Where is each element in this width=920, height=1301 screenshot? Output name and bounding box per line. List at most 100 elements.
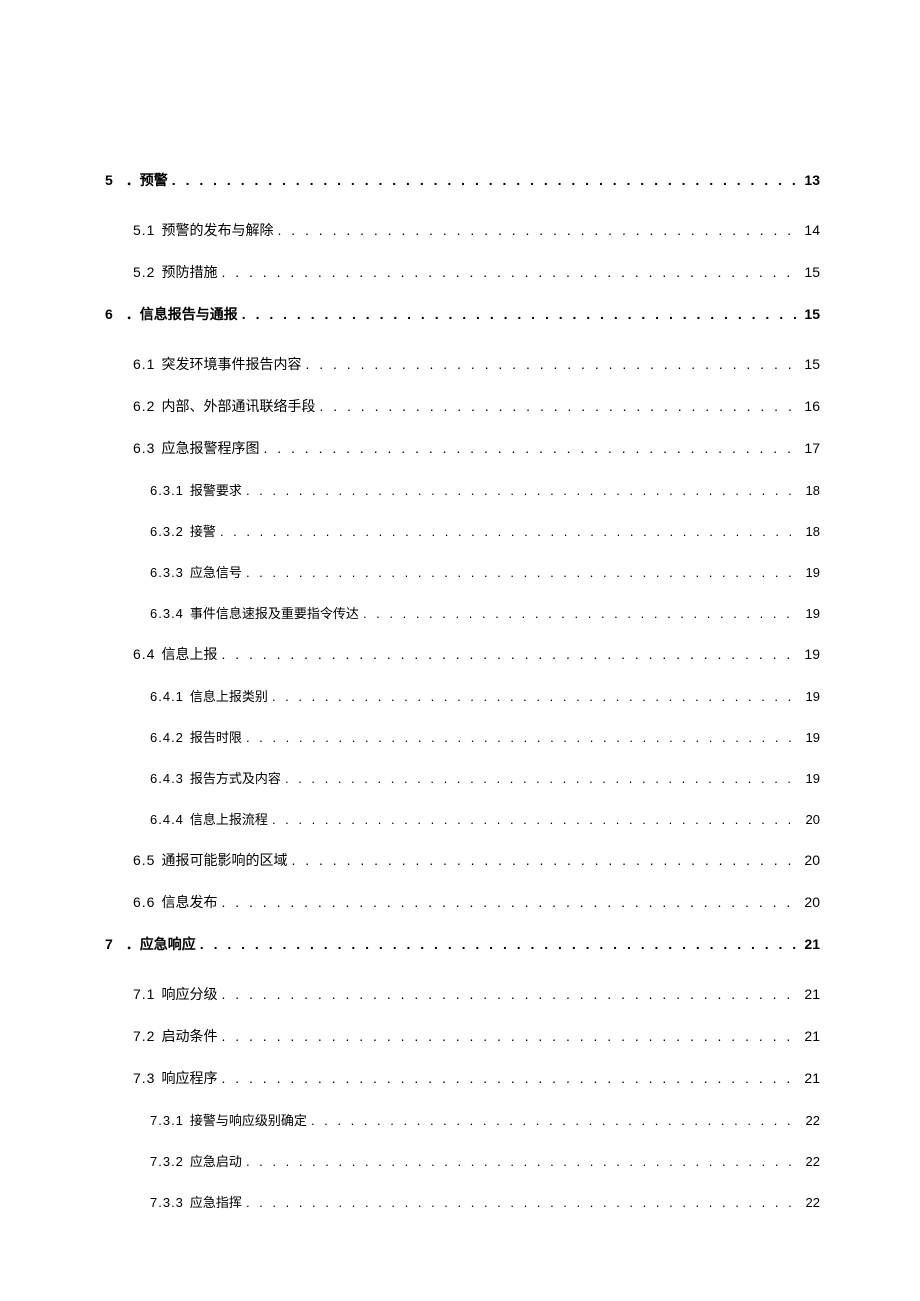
toc-entry-title: 信息上报流程	[190, 809, 268, 828]
toc-dot-leader: . . . . . . . . . . . . . . . . . . . . …	[246, 483, 800, 498]
toc-entry-title: 接警	[190, 521, 216, 540]
toc-entry-page: 16	[804, 398, 820, 414]
toc-dot-leader: . . . . . . . . . . . . . . . . . . . . …	[246, 730, 800, 745]
toc-entry-page: 15	[804, 264, 820, 280]
toc-entry-number: 6.2	[133, 398, 155, 414]
toc-entry-page: 21	[804, 1070, 820, 1086]
toc-entry: 7.1 响应分级. . . . . . . . . . . . . . . . .…	[133, 984, 820, 1004]
toc-entry: 6.4.1信息上报类别. . . . . . . . . . . . . . .…	[150, 686, 820, 705]
toc-dot-leader: . . . . . . . . . . . . . . . . . . . . …	[246, 565, 800, 580]
toc-entry: 6.2内部、外部通讯联络手段. . . . . . . . . . . . . …	[133, 396, 820, 416]
toc-entry-number: 6.4.2	[150, 730, 184, 745]
toc-entry-number: 7	[105, 936, 114, 952]
toc-entry-page: 20	[804, 894, 820, 910]
toc-entry: 7.3.3 应急指挥 . . . . . . . . . . . . . . . .…	[150, 1192, 820, 1211]
toc-entry: 6 ．信息报告与通报. . . . . . . . . . . . . . . .…	[105, 304, 820, 324]
toc-entry-page: 19	[806, 606, 820, 621]
toc-entry: 6.4.3报告方式及内容. . . . . . . . . . . . . . …	[150, 768, 820, 787]
toc-entry-title: 信息上报	[161, 644, 217, 664]
toc-entry-page: 22	[806, 1154, 820, 1169]
toc-dot-leader: . . . . . . . . . . . . . . . . . . . . …	[277, 222, 798, 238]
toc-entry-title: ．应急响应	[126, 934, 196, 954]
toc-entry-number: 6.3	[133, 440, 155, 456]
toc-dot-leader: . . . . . . . . . . . . . . . . . . . . …	[272, 812, 800, 827]
toc-entry-number: 5.1	[133, 222, 155, 238]
toc-entry-title: 报告时限	[190, 727, 242, 746]
toc-entry-number: 6.4.4	[150, 812, 184, 827]
toc-entry-number: 6.3.1	[150, 483, 184, 498]
toc-entry-page: 21	[804, 986, 820, 1002]
toc-entry: 7.3 响应程序. . . . . . . . . . . . . . . . .…	[133, 1068, 820, 1088]
toc-entry-page: 13	[804, 172, 820, 188]
toc-entry: 6.3.1 报警要求 . . . . . . . . . . . . . . . .…	[150, 480, 820, 499]
toc-entry-number: 6.6	[133, 894, 155, 910]
toc-entry-number: 6.3.4	[150, 606, 184, 621]
toc-entry-title: 应急启动	[190, 1151, 242, 1170]
toc-entry-title: 应急指挥	[190, 1192, 242, 1211]
toc-entry-title: 预警的发布与解除	[161, 220, 273, 240]
toc-entry-title: 报警要求	[190, 480, 242, 499]
toc-dot-leader: . . . . . . . . . . . . . . . . . . . . …	[246, 1195, 800, 1210]
toc-entry-title: 预防措施	[161, 262, 217, 282]
toc-dot-leader: . . . . . . . . . . . . . . . . . . . . …	[220, 524, 800, 539]
toc-entry: 7.3.2 应急启动 . . . . . . . . . . . . . . . .…	[150, 1151, 820, 1170]
toc-entry-title: 事件信息速报及重要指令传达	[190, 603, 359, 622]
toc-entry: 6.3.2 接警 . . . . . . . . . . . . . . . . .…	[150, 521, 820, 540]
toc-entry-title: 通报可能影响的区域	[161, 850, 287, 870]
toc-entry-number: 7.3.3	[150, 1195, 184, 1210]
toc-entry-title: ．信息报告与通报	[126, 304, 238, 324]
toc-entry-page: 22	[806, 1113, 820, 1128]
toc-entry-title: 报告方式及内容	[190, 768, 281, 787]
toc-entry: 6.1突发环境事件报告内容. . . . . . . . . . . . . .…	[133, 354, 820, 374]
toc-dot-leader: . . . . . . . . . . . . . . . . . . . . …	[246, 1154, 800, 1169]
toc-entry-page: 20	[806, 812, 820, 827]
toc-entry-number: 6.3.2	[150, 524, 184, 539]
toc-entry-title: 响应分级	[161, 984, 217, 1004]
toc-entry-number: 6.4	[133, 646, 155, 662]
toc-dot-leader: . . . . . . . . . . . . . . . . . . . . …	[221, 646, 798, 662]
toc-entry-number: 7.3	[133, 1070, 155, 1086]
toc-dot-leader: . . . . . . . . . . . . . . . . . . . . …	[242, 306, 799, 322]
toc-entry-title: 突发环境事件报告内容	[161, 354, 301, 374]
toc-dot-leader: . . . . . . . . . . . . . . . . . . . . …	[221, 264, 798, 280]
toc-entry: 7 ．应急响应. . . . . . . . . . . . . . . . . …	[105, 934, 820, 954]
toc-entry: 6.6信息发布. . . . . . . . . . . . . . . . .…	[133, 892, 820, 912]
toc-entry-number: 5	[105, 172, 114, 188]
toc-entry-title: 信息上报类别	[190, 686, 268, 705]
toc-dot-leader: . . . . . . . . . . . . . . . . . . . . …	[319, 398, 798, 414]
toc-entry-number: 6	[105, 306, 114, 322]
toc-dot-leader: . . . . . . . . . . . . . . . . . . . . …	[221, 1028, 798, 1044]
toc-dot-leader: . . . . . . . . . . . . . . . . . . . . …	[363, 606, 800, 621]
toc-entry: 6.4.4 信息上报流程 . . . . . . . . . . . . . . .…	[150, 809, 820, 828]
toc-entry: 7.2启动条件. . . . . . . . . . . . . . . . .…	[133, 1026, 820, 1046]
toc-entry-page: 19	[804, 646, 820, 662]
toc-entry-title: 响应程序	[161, 1068, 217, 1088]
toc-entry-page: 19	[806, 565, 820, 580]
toc-entry: 6.4 信息上报. . . . . . . . . . . . . . . . .…	[133, 644, 820, 664]
toc-entry-page: 19	[806, 689, 820, 704]
toc-dot-leader: . . . . . . . . . . . . . . . . . . . . …	[221, 986, 798, 1002]
toc-entry: 6.3应急报警程序图. . . . . . . . . . . . . . . …	[133, 438, 820, 458]
toc-dot-leader: . . . . . . . . . . . . . . . . . . . . …	[172, 172, 799, 188]
toc-entry: 6.5 通报可能影响的区域. . . . . . . . . . . . . . …	[133, 850, 820, 870]
toc-dot-leader: . . . . . . . . . . . . . . . . . . . . …	[221, 894, 798, 910]
toc-entry: 7.3.1接警与响应级别确定. . . . . . . . . . . . . …	[150, 1110, 820, 1129]
toc-dot-leader: . . . . . . . . . . . . . . . . . . . . …	[272, 689, 800, 704]
toc-entry: 5.1 预警的发布与解除. . . . . . . . . . . . . . .…	[133, 220, 820, 240]
toc-dot-leader: . . . . . . . . . . . . . . . . . . . . …	[221, 1070, 798, 1086]
toc-entry-number: 7.1	[133, 986, 155, 1002]
toc-entry: 6.4.2 报告时限 . . . . . . . . . . . . . . . .…	[150, 727, 820, 746]
toc-entry: 5．预警. . . . . . . . . . . . . . . . . . …	[105, 170, 820, 190]
toc-entry-number: 7.3.2	[150, 1154, 184, 1169]
toc-entry-title: 启动条件	[161, 1026, 217, 1046]
toc-dot-leader: . . . . . . . . . . . . . . . . . . . . …	[263, 440, 798, 456]
toc-entry-number: 6.5	[133, 852, 155, 868]
toc-entry-page: 15	[804, 306, 820, 322]
toc-dot-leader: . . . . . . . . . . . . . . . . . . . . …	[291, 852, 798, 868]
toc-entry-page: 20	[804, 852, 820, 868]
toc-dot-leader: . . . . . . . . . . . . . . . . . . . . …	[200, 936, 799, 952]
toc-entry: 5.2预防措施. . . . . . . . . . . . . . . . .…	[133, 262, 820, 282]
toc-entry-page: 14	[804, 222, 820, 238]
toc-entry-title: 接警与响应级别确定	[190, 1110, 307, 1129]
toc-entry: 6.3.3应急信号. . . . . . . . . . . . . . . .…	[150, 562, 820, 581]
